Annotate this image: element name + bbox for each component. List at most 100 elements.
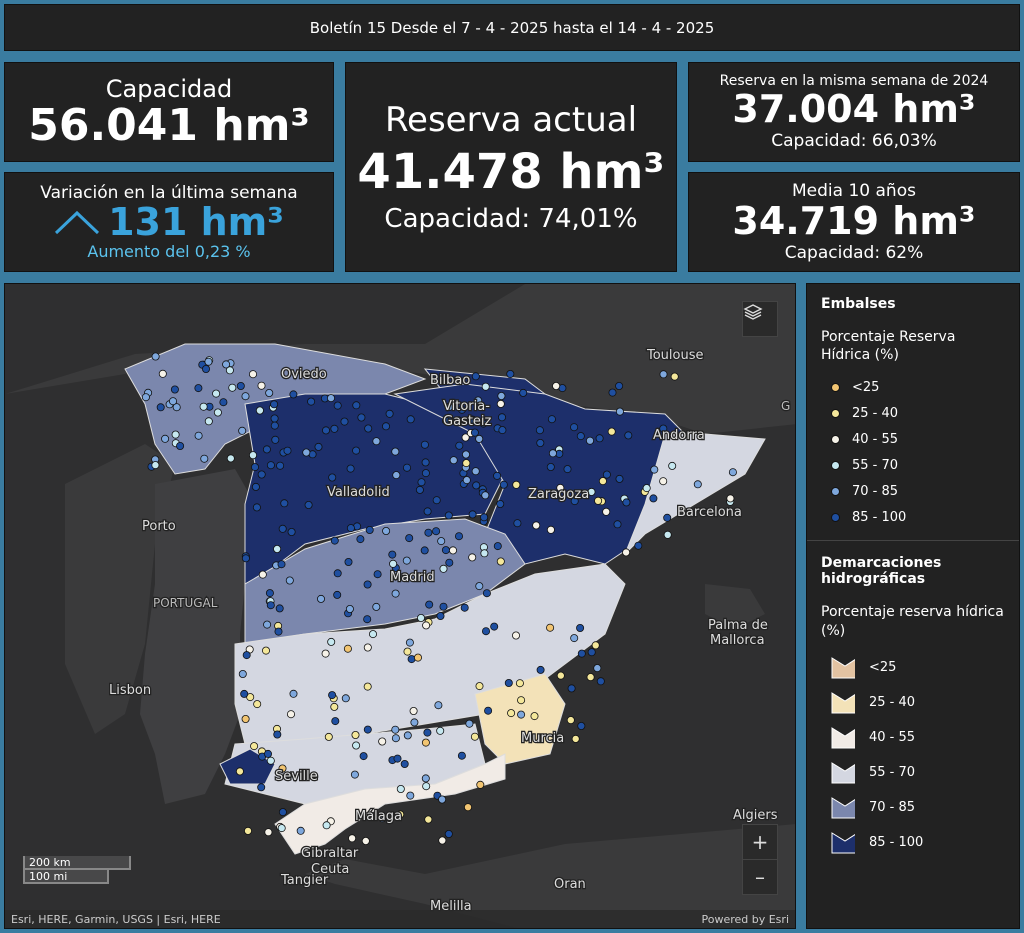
reservoir-dot[interactable] — [493, 542, 502, 551]
reservoir-dot[interactable] — [496, 399, 505, 408]
reservoir-dot[interactable] — [238, 426, 247, 435]
reservoir-dot[interactable] — [266, 601, 275, 610]
reservoir-dot[interactable] — [596, 677, 605, 686]
reservoir-dot[interactable] — [593, 664, 602, 673]
reservoir-dot[interactable] — [439, 602, 448, 611]
reservoir-dot[interactable] — [594, 496, 603, 505]
reservoir-dot[interactable] — [497, 392, 506, 401]
reservoir-dot[interactable] — [289, 689, 298, 698]
reservoir-dot[interactable] — [481, 627, 490, 636]
reservoir-dot[interactable] — [271, 435, 280, 444]
reservoir-dot[interactable] — [333, 401, 342, 410]
reservoir-dot[interactable] — [607, 427, 616, 436]
reservoir-dot[interactable] — [287, 527, 296, 536]
reservoir-dot[interactable] — [693, 480, 702, 489]
layers-button[interactable] — [742, 301, 778, 337]
reservoir-dot[interactable] — [728, 468, 737, 477]
reservoir-dot[interactable] — [368, 630, 377, 639]
reservoir-dot[interactable] — [241, 714, 250, 723]
reservoir-dot[interactable] — [228, 383, 237, 392]
reservoir-dot[interactable] — [307, 397, 316, 406]
reservoir-dot[interactable] — [222, 360, 231, 369]
reservoir-dot[interactable] — [194, 384, 203, 393]
reservoir-dot[interactable] — [382, 526, 391, 535]
reservoir-dot[interactable] — [496, 557, 505, 566]
reservoir-dot[interactable] — [357, 413, 366, 422]
reservoir-dot[interactable] — [490, 622, 499, 631]
reservoir-dot[interactable] — [595, 434, 604, 443]
reservoir-dot[interactable] — [498, 426, 507, 435]
reservoir-dot[interactable] — [261, 646, 270, 655]
reservoir-dot[interactable] — [378, 814, 387, 823]
reservoir-dot[interactable] — [402, 556, 411, 565]
reservoir-dot[interactable] — [356, 535, 365, 544]
reservoir-dot[interactable] — [649, 494, 658, 503]
reservoir-dot[interactable] — [670, 372, 679, 381]
reservoir-map[interactable]: Toulouse Oviedo Bilbao Vitoria- Gasteiz … — [4, 283, 796, 929]
reservoir-dot[interactable] — [462, 459, 471, 468]
reservoir-dot[interactable] — [577, 649, 586, 658]
reservoir-dot[interactable] — [436, 611, 445, 620]
reservoir-dot[interactable] — [242, 651, 251, 660]
reservoir-dot[interactable] — [363, 643, 372, 652]
reservoir-dot[interactable] — [513, 519, 522, 528]
reservoir-dot[interactable] — [517, 696, 526, 705]
reservoir-dot[interactable] — [481, 491, 490, 500]
reservoir-dot[interactable] — [330, 702, 339, 711]
reservoir-dot[interactable] — [570, 634, 579, 643]
reservoir-dot[interactable] — [314, 442, 323, 451]
reservoir-dot[interactable] — [333, 569, 342, 578]
reservoir-dot[interactable] — [238, 669, 247, 678]
reservoir-dot[interactable] — [391, 589, 400, 598]
reservoir-dot[interactable] — [546, 525, 555, 534]
reservoir-dot[interactable] — [273, 544, 282, 553]
reservoir-dot[interactable] — [278, 808, 287, 817]
reservoir-dot[interactable] — [258, 570, 267, 579]
reservoir-dot[interactable] — [378, 487, 387, 496]
reservoir-dot[interactable] — [493, 471, 502, 480]
reservoir-dot[interactable] — [330, 536, 339, 545]
reservoir-dot[interactable] — [615, 407, 624, 416]
reservoir-dot[interactable] — [250, 742, 259, 751]
reservoir-dot[interactable] — [668, 461, 677, 470]
reservoir-dot[interactable] — [326, 394, 335, 403]
zoom-in-button[interactable]: + — [742, 824, 778, 860]
reservoir-dots[interactable] — [141, 352, 737, 846]
reservoir-dot[interactable] — [243, 826, 252, 835]
reservoir-dot[interactable] — [445, 558, 454, 567]
reservoir-dot[interactable] — [497, 413, 506, 422]
reservoir-dot[interactable] — [726, 494, 735, 503]
reservoir-dot[interactable] — [417, 478, 426, 487]
reservoir-dot[interactable] — [615, 474, 624, 483]
reservoir-dot[interactable] — [265, 589, 274, 598]
reservoir-dot[interactable] — [461, 433, 470, 442]
reservoir-dot[interactable] — [359, 752, 368, 761]
reservoir-dot[interactable] — [199, 402, 208, 411]
reservoir-dot[interactable] — [506, 370, 515, 379]
reservoir-dot[interactable] — [348, 834, 357, 843]
reservoir-dot[interactable] — [396, 784, 405, 793]
reservoir-dot[interactable] — [252, 503, 261, 512]
reservoir-dot[interactable] — [441, 546, 450, 555]
reservoir-dot[interactable] — [263, 749, 272, 758]
reservoir-dot[interactable] — [571, 734, 580, 743]
reservoir-dot[interactable] — [204, 417, 213, 426]
reservoir-dot[interactable] — [406, 415, 415, 424]
reservoir-dot[interactable] — [622, 498, 631, 507]
reservoir-dot[interactable] — [289, 390, 298, 399]
reservoir-dot[interactable] — [352, 446, 361, 455]
reservoir-dot[interactable] — [472, 481, 481, 490]
reservoir-dot[interactable] — [659, 370, 668, 379]
reservoir-dot[interactable] — [449, 456, 458, 465]
reservoir-dot[interactable] — [341, 694, 350, 703]
reservoir-dot[interactable] — [425, 600, 434, 609]
map-canvas[interactable]: Toulouse Oviedo Bilbao Vitoria- Gasteiz … — [5, 284, 796, 929]
reservoir-dot[interactable] — [351, 730, 360, 739]
reservoir-dot[interactable] — [316, 594, 325, 603]
reservoir-dot[interactable] — [391, 734, 400, 743]
reservoir-dot[interactable] — [445, 402, 454, 411]
reservoir-dot[interactable] — [587, 648, 596, 657]
reservoir-dot[interactable] — [255, 406, 264, 415]
reservoir-dot[interactable] — [263, 620, 272, 629]
reservoir-dot[interactable] — [346, 464, 355, 473]
